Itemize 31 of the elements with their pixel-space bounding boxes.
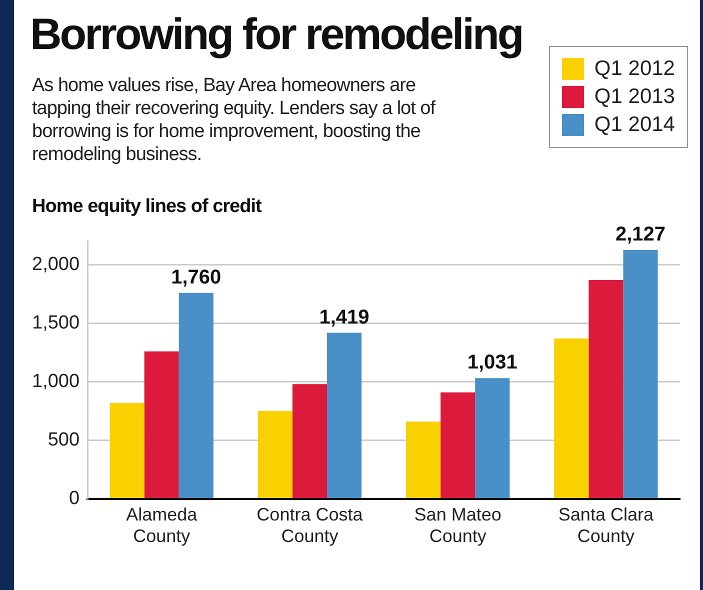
bar — [258, 411, 292, 498]
bar — [144, 351, 179, 498]
x-tick-label: Santa Clara County — [558, 504, 654, 546]
bar — [588, 280, 624, 498]
data-label: 1,031 — [467, 352, 518, 374]
y-axis-title: Home equity lines of credit — [32, 196, 262, 218]
y-tick-label: 1,000 — [32, 371, 80, 392]
chart-subtitle: As home values rise, Bay Area homeowners are tapping their recovering equity. Lenders say a lot of borrowing is for home improvement, boosting the remodeling business. — [32, 74, 436, 166]
bar — [440, 392, 476, 498]
bar — [326, 332, 362, 498]
bar — [292, 384, 327, 498]
bar — [554, 338, 589, 498]
x-tick-label: San Mateo County — [414, 504, 502, 546]
bar — [110, 402, 144, 498]
data-label: 1,760 — [171, 266, 222, 288]
y-tick-label: 2,000 — [32, 254, 80, 276]
legend-label: Q1 2013 — [594, 85, 675, 109]
data-label: 2,127 — [615, 223, 666, 246]
bar — [178, 292, 214, 498]
y-tick-label: 1,500 — [32, 312, 80, 334]
bar — [406, 422, 441, 498]
x-tick-label: Contra Costa County — [256, 504, 364, 546]
x-tick-label: Alameda County — [126, 504, 198, 546]
bar — [475, 378, 510, 498]
chart-title: Borrowing for remodeling — [30, 10, 522, 60]
legend-label: Q1 2014 — [594, 113, 675, 137]
bar — [623, 250, 658, 498]
y-tick-label: 500 — [48, 430, 80, 451]
data-label: 1,419 — [319, 306, 370, 328]
y-tick-label: 0 — [68, 488, 80, 510]
legend-label: Q1 2012 — [594, 57, 675, 81]
